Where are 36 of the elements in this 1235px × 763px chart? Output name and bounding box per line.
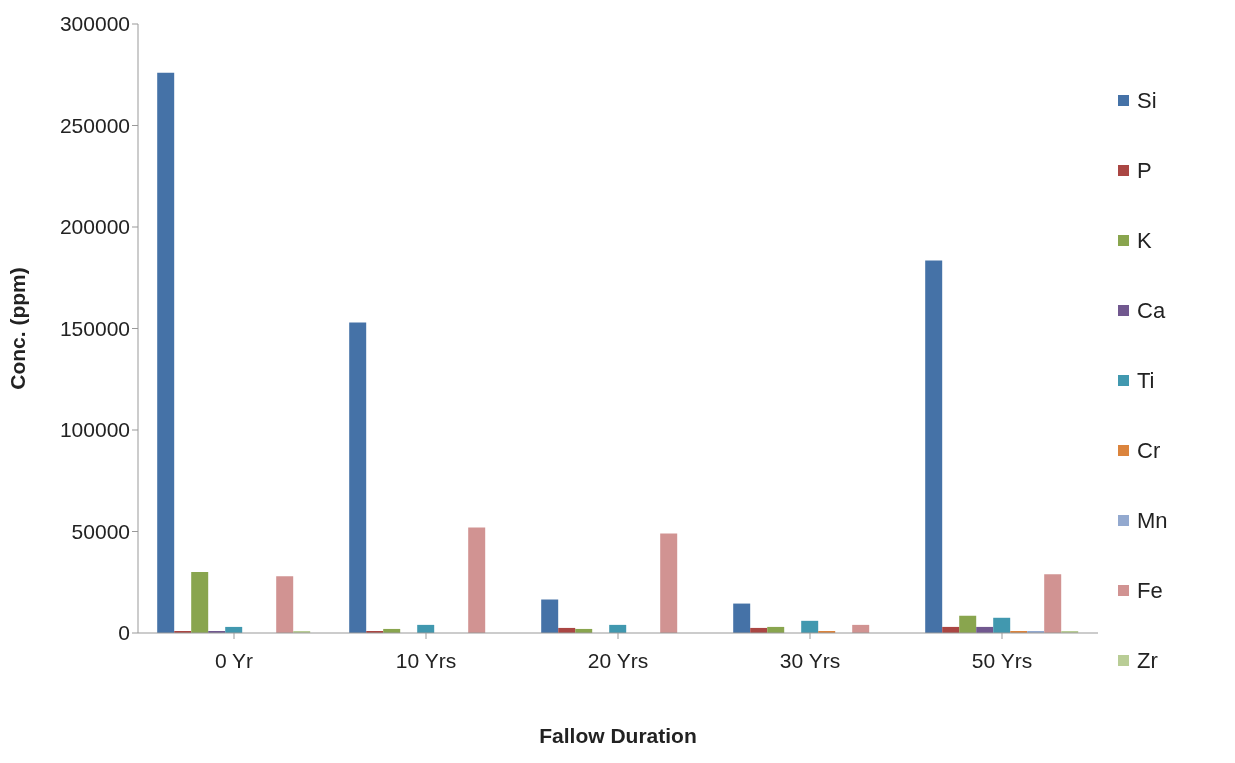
x-tick-label: 50 Yrs (971, 648, 1033, 672)
bar (959, 615, 977, 633)
legend-label: P (1136, 157, 1153, 184)
y-tick-label: 100000 (59, 418, 130, 442)
legend-label: Si (1136, 87, 1158, 114)
y-tick-label: 50000 (71, 519, 130, 543)
bar (1044, 574, 1062, 633)
x-tick-label: 20 Yrs (587, 648, 649, 672)
legend-label: Cr (1136, 437, 1162, 464)
bar (191, 572, 209, 633)
bar (733, 603, 751, 633)
y-tick-label: 300000 (59, 12, 130, 36)
bar (993, 617, 1011, 633)
y-tick-label: 0 (118, 621, 130, 645)
y-tick-label: 200000 (59, 215, 130, 239)
legend-label: Ca (1136, 297, 1167, 324)
bar (349, 322, 367, 633)
bar (157, 72, 175, 633)
x-axis-title: Fallow Duration (539, 724, 697, 747)
bar (468, 527, 486, 633)
bar (925, 260, 943, 633)
y-tick-label: 150000 (59, 316, 130, 340)
y-tick-label: 250000 (59, 113, 130, 137)
x-tick-label: 0 Yr (214, 648, 254, 672)
y-axis-title: Conc. (ppm) (6, 267, 30, 390)
bar (660, 533, 678, 633)
legend-label: K (1136, 227, 1153, 254)
legend-label: Mn (1136, 507, 1169, 534)
x-tick-label: 10 Yrs (395, 648, 457, 672)
bar (801, 620, 819, 633)
x-tick-label: 30 Yrs (779, 648, 841, 672)
legend-label: Zr (1136, 647, 1159, 674)
legend-label: Ti (1136, 367, 1156, 394)
bar (276, 576, 294, 633)
bar (541, 599, 559, 633)
legend-label: Fe (1136, 577, 1164, 604)
